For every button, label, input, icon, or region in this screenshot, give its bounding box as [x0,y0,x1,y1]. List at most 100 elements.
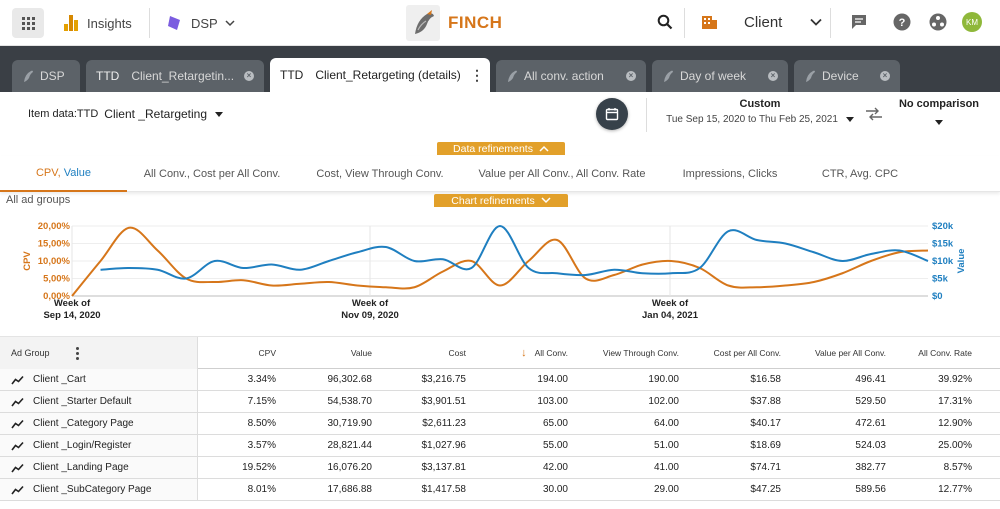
column-header-label: View Through Conv. [602,348,679,358]
app-grid-icon [21,16,35,30]
compare-arrows-icon[interactable] [864,106,884,122]
more-icon[interactable]: ⋮ [470,67,484,83]
ad-group-cell[interactable]: Client _SubCategory Page [0,479,198,500]
close-icon[interactable]: × [768,71,778,81]
close-icon[interactable]: × [880,71,890,81]
table-row[interactable]: Client _Starter Default 7.15% 54,538.70 $3,… [0,391,1000,413]
calendar-icon [605,108,619,121]
close-icon[interactable]: × [626,71,636,81]
y-tick-label: $5k [932,274,949,285]
table-cell: 496.41 [855,374,886,385]
table-row[interactable]: Client _Cart 3.34% 96,302.68 $3,216.75 194.0… [0,369,1000,391]
metric-tab-label: All Conv., Cost per All Conv. [143,168,281,180]
series-line-value [100,224,929,280]
table-row[interactable]: Client _Landing Page 19.52% 16,076.20 $3,13… [0,457,1000,479]
data-refinements-toggle[interactable]: Data refinements [437,142,565,155]
ad-group-cell[interactable]: Client _Login/Register [0,435,198,456]
tab-all-conv-action[interactable]: All conv. action × [496,60,646,92]
trend-icon[interactable] [11,441,24,451]
metric-tab-ctr[interactable]: CTR, Avg. CPC [800,156,920,192]
metric-tab-impressions[interactable]: Impressions, Clicks [666,156,794,192]
column-header-ad-group[interactable]: Ad Group [0,337,198,369]
column-header[interactable]: Value [282,337,372,369]
metric-tab-value-per-conv[interactable]: Value per All Conv., All Conv. Rate [466,156,658,192]
metric-tab-cpv-value[interactable]: CPV, Value [0,156,127,192]
y-tick-label: 15,00% [38,239,71,250]
tab-device[interactable]: Device × [794,60,900,92]
table-cell: 7.15% [247,396,276,407]
user-avatar[interactable]: KM [962,12,982,32]
comparison-selector[interactable]: No comparison [896,98,982,128]
table-cell: $18.69 [750,440,781,451]
table-cell: 30.00 [542,484,568,495]
trend-icon[interactable] [11,485,24,495]
network-icon [929,13,947,31]
metric-tab-cost[interactable]: Cost, View Through Conv. [302,156,458,192]
column-header[interactable]: CPV [206,337,276,369]
date-mode: Custom [739,98,781,110]
column-header[interactable]: Value per All Conv. [786,337,886,369]
chevron-down-icon [541,197,551,204]
table-body: Client _Cart 3.34% 96,302.68 $3,216.75 194.0… [0,369,1000,501]
client-dropdown[interactable]: Client [700,10,822,34]
x-tick-label: Jan 04, 2021 [642,310,699,321]
column-header[interactable]: View Through Conv. [573,337,679,369]
table-row[interactable]: Client _Category Page 8.50% 30,719.90 $2,61… [0,413,1000,435]
table-cell: 41.00 [653,462,679,473]
insights-label: Insights [87,15,132,31]
date-range-text: Tue Sep 15, 2020 to Thu Feb 25, 2021 [666,114,838,125]
column-header-label: Ad Group [11,348,50,358]
y-tick-label: $10k [932,256,954,267]
column-header[interactable]: ↓ All Conv. [482,337,568,369]
trend-icon[interactable] [11,397,24,407]
search-button[interactable] [654,11,676,33]
tab-day-of-week[interactable]: Day of week × [652,60,788,92]
chart-refinements-toggle[interactable]: Chart refinements [434,194,568,207]
data-table: Ad Group CPV Value Cost ↓ All Conv. View Thro… [0,336,1000,501]
trend-icon[interactable] [11,375,24,385]
table-row[interactable]: Client _SubCategory Page 8.01% 17,686.88 $1… [0,479,1000,501]
table-cell: $3,137.81 [421,462,467,473]
metric-tab-all-conv[interactable]: All Conv., Cost per All Conv. [132,156,292,192]
table-cell: 12.77% [938,484,972,495]
table-cell: $2,611.23 [422,418,466,429]
insights-menu[interactable]: Insights [64,12,132,34]
tab-ttd-retargeting-details[interactable]: TTD Client_Retargeting (details) ⋮ [270,58,490,92]
y-tick-label: 0,00% [43,291,70,302]
calendar-button[interactable] [596,98,628,130]
ad-group-cell[interactable]: Client _Landing Page [0,457,198,478]
ad-group-cell[interactable]: Client _Starter Default [0,391,198,412]
integrations-button[interactable] [927,11,949,33]
table-row[interactable]: Client _Login/Register 3.57% 28,821.44 $1,0… [0,435,1000,457]
metric-tab-label: Cost, View Through Conv. [316,168,444,180]
close-icon[interactable]: × [244,71,254,81]
table-cell: 3.34% [247,374,276,385]
item-data-selector[interactable]: Item data:TTD Client _Retargeting [28,107,224,121]
caret-down-icon [845,117,854,122]
tab-dsp[interactable]: DSP [12,60,80,92]
trend-icon[interactable] [11,419,24,429]
column-header[interactable]: All Conv. Rate [892,337,972,369]
y-tick-label: 10,00% [38,256,71,267]
column-header[interactable]: Cost per All Conv. [685,337,781,369]
table-cell: 190.00 [648,374,679,385]
chart-refinements-label: Chart refinements [451,194,535,207]
tab-ttd-retargeting[interactable]: TTD Client_Retargetin... × [86,60,264,92]
more-vert-icon[interactable] [75,346,79,360]
trend-icon[interactable] [11,463,24,473]
y-tick-label: $15k [932,239,954,250]
divider [684,8,685,38]
date-range-picker[interactable]: Custom Tue Sep 15, 2020 to Thu Feb 25, 2… [660,98,860,125]
column-header-label: CPV [258,348,276,358]
app-grid-button[interactable] [12,8,44,38]
dsp-dropdown[interactable]: DSP [166,12,235,34]
tab-label: Client_Retargetin... [131,69,235,83]
column-header[interactable]: Cost [380,337,466,369]
ad-group-cell[interactable]: Client _Cart [0,369,198,390]
series-line-cpv [71,226,929,297]
help-button[interactable]: ? [891,11,913,33]
table-cell: 19.52% [242,462,276,473]
metric-tab-label: CTR, Avg. CPC [821,168,899,180]
ad-group-cell[interactable]: Client _Category Page [0,413,198,434]
messages-button[interactable] [848,11,870,33]
